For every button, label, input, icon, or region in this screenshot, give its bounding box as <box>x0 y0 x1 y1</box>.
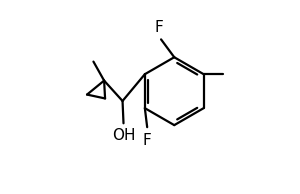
Text: F: F <box>143 133 152 148</box>
Text: F: F <box>155 20 164 35</box>
Text: OH: OH <box>112 128 135 143</box>
